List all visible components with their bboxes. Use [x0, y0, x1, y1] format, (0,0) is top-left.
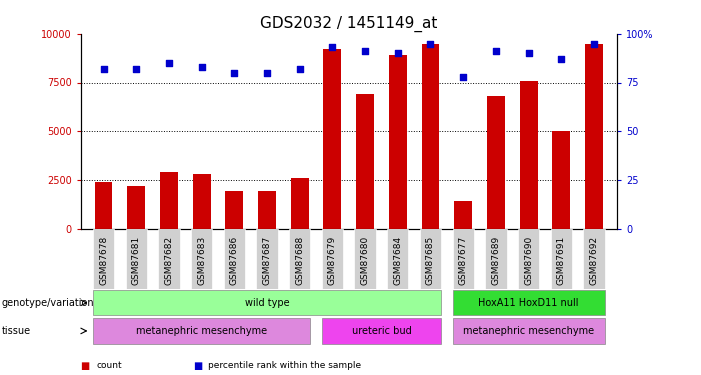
- Bar: [125, 229, 147, 289]
- Text: metanephric mesenchyme: metanephric mesenchyme: [463, 326, 594, 336]
- Bar: [487, 96, 505, 229]
- Point: [523, 50, 534, 56]
- Text: GSM87677: GSM87677: [458, 236, 468, 285]
- Bar: [289, 229, 311, 289]
- Text: GSM87691: GSM87691: [557, 236, 566, 285]
- Bar: [454, 201, 472, 229]
- Text: GSM87679: GSM87679: [328, 236, 337, 285]
- Bar: [453, 229, 474, 289]
- Point: [360, 48, 371, 54]
- Text: GSM87680: GSM87680: [360, 236, 369, 285]
- Point: [425, 40, 436, 46]
- Bar: [551, 229, 572, 289]
- Text: wild type: wild type: [245, 298, 290, 308]
- Text: metanephric mesenchyme: metanephric mesenchyme: [136, 326, 267, 336]
- Point: [261, 70, 273, 76]
- Text: GSM87686: GSM87686: [230, 236, 239, 285]
- Bar: [322, 229, 343, 289]
- Bar: [518, 229, 539, 289]
- Bar: [453, 318, 605, 344]
- Bar: [158, 229, 179, 289]
- Bar: [485, 229, 507, 289]
- Bar: [356, 94, 374, 229]
- Point: [392, 50, 403, 56]
- Text: GSM87689: GSM87689: [491, 236, 501, 285]
- Text: ureteric bud: ureteric bud: [352, 326, 411, 336]
- Text: GSM87683: GSM87683: [197, 236, 206, 285]
- Bar: [258, 191, 276, 229]
- Bar: [191, 229, 212, 289]
- Point: [490, 48, 501, 54]
- Text: genotype/variation: genotype/variation: [1, 298, 94, 308]
- Point: [229, 70, 240, 76]
- Point: [130, 66, 142, 72]
- Point: [458, 74, 469, 80]
- Bar: [585, 44, 603, 229]
- Text: GSM87685: GSM87685: [426, 236, 435, 285]
- Bar: [257, 229, 278, 289]
- Text: ■: ■: [193, 361, 202, 370]
- Bar: [355, 229, 376, 289]
- Bar: [387, 229, 409, 289]
- Bar: [420, 229, 441, 289]
- Bar: [421, 44, 440, 229]
- Bar: [193, 174, 210, 229]
- Point: [294, 66, 306, 72]
- Bar: [225, 191, 243, 229]
- Bar: [552, 131, 571, 229]
- Bar: [93, 318, 311, 344]
- Point: [98, 66, 109, 72]
- Point: [196, 64, 207, 70]
- Text: HoxA11 HoxD11 null: HoxA11 HoxD11 null: [478, 298, 579, 308]
- Bar: [93, 290, 441, 315]
- Text: GSM87681: GSM87681: [132, 236, 141, 285]
- Bar: [322, 318, 441, 344]
- Bar: [323, 50, 341, 229]
- Bar: [95, 182, 112, 229]
- Bar: [583, 229, 605, 289]
- Text: count: count: [96, 361, 122, 370]
- Point: [327, 44, 338, 50]
- Text: GSM87692: GSM87692: [590, 236, 599, 285]
- Text: percentile rank within the sample: percentile rank within the sample: [208, 361, 361, 370]
- Text: tissue: tissue: [1, 326, 31, 336]
- Text: GSM87682: GSM87682: [165, 236, 173, 285]
- Bar: [93, 229, 114, 289]
- Text: GSM87687: GSM87687: [262, 236, 271, 285]
- Bar: [160, 172, 178, 229]
- Bar: [453, 290, 605, 315]
- Text: GSM87690: GSM87690: [524, 236, 533, 285]
- Bar: [389, 55, 407, 229]
- Title: GDS2032 / 1451149_at: GDS2032 / 1451149_at: [260, 16, 437, 32]
- Point: [556, 56, 567, 62]
- Bar: [519, 81, 538, 229]
- Point: [163, 60, 175, 66]
- Point: [588, 40, 599, 46]
- Bar: [127, 186, 145, 229]
- Text: GSM87678: GSM87678: [99, 236, 108, 285]
- Text: GSM87688: GSM87688: [295, 236, 304, 285]
- Text: ■: ■: [81, 361, 90, 370]
- Bar: [291, 178, 308, 229]
- Text: GSM87684: GSM87684: [393, 236, 402, 285]
- Bar: [224, 229, 245, 289]
